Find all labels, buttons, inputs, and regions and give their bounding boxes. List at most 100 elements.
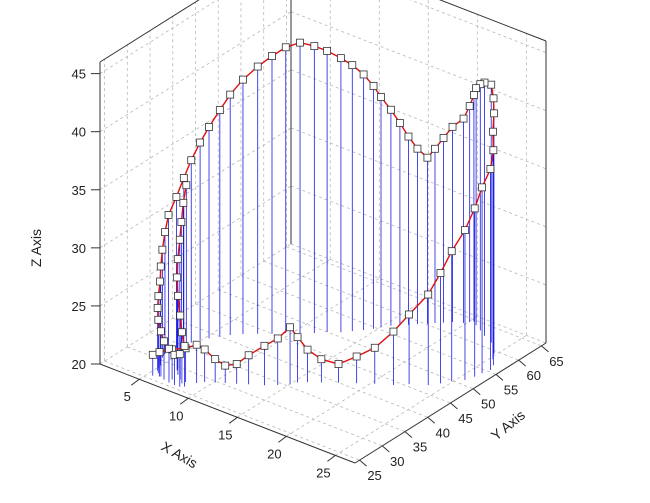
x-tick-label: 25: [316, 465, 330, 480]
data-point: [165, 344, 173, 353]
y-tick: [450, 402, 458, 410]
data-point: [424, 290, 433, 299]
y-tick: [381, 445, 390, 453]
data-point: [260, 341, 269, 350]
data-point: [173, 255, 182, 264]
data-point: [268, 52, 276, 60]
data-point: [310, 42, 319, 51]
back-grid-z: [290, 127, 547, 228]
data-point: [489, 146, 498, 155]
y-tick: [518, 359, 527, 367]
y-tick-label: 65: [549, 354, 563, 369]
data-point: [348, 61, 357, 70]
floor-grid-x: [188, 277, 380, 399]
x-tick: [327, 454, 336, 462]
data-point: [396, 119, 404, 127]
data-point: [156, 262, 165, 271]
data-point: [323, 46, 332, 55]
data-point: [489, 127, 497, 136]
data-point: [172, 192, 181, 201]
data-point: [490, 109, 498, 118]
data-point: [232, 360, 241, 368]
left-grid-z: [99, 0, 218, 74]
y-tick-label: 50: [481, 397, 495, 412]
left-grid-z: [99, 185, 292, 307]
data-point: [161, 228, 169, 237]
x-tick-label: 10: [169, 408, 183, 423]
data-point: [174, 291, 182, 300]
data-point: [476, 80, 485, 89]
floor-grid-x: [335, 335, 527, 456]
y-tick: [495, 374, 504, 381]
data-point: [253, 62, 262, 71]
data-point: [239, 75, 247, 84]
data-point: [359, 70, 368, 79]
data-point: [175, 350, 184, 359]
y-tick-label: 40: [436, 425, 450, 440]
data-point: [431, 144, 439, 153]
data-point: [281, 43, 290, 52]
y-tick: [359, 459, 367, 467]
frame-edge: [99, 363, 356, 464]
y-tick: [472, 388, 481, 396]
data-point: [156, 277, 164, 286]
data-point: [337, 54, 345, 63]
data-point: [154, 315, 163, 324]
y-tick: [427, 416, 436, 424]
data-point: [334, 360, 343, 368]
data-point: [196, 138, 204, 147]
data-point: [439, 134, 448, 142]
data-point: [173, 273, 182, 282]
y-tick: [404, 431, 413, 438]
x-tick-label: 5: [124, 389, 131, 404]
data-point: [211, 355, 220, 364]
floor-grid-x: [237, 296, 429, 418]
data-point: [459, 114, 468, 123]
left-grid-z: [99, 243, 292, 365]
y-tick-label: 45: [458, 411, 472, 426]
data-point: [205, 123, 213, 131]
left-grid-z: [99, 11, 292, 133]
data-point: [164, 211, 173, 219]
floor-grid-x: [139, 258, 331, 380]
y-tick-label: 55: [504, 382, 518, 397]
data-point: [369, 82, 378, 90]
data-point: [177, 218, 186, 226]
data-point: [489, 94, 498, 103]
data-point: [178, 328, 186, 337]
x-tick: [278, 435, 287, 443]
floor-grid-x: [286, 316, 478, 437]
data-point: [423, 153, 432, 162]
data-point: [244, 351, 253, 360]
data-point: [465, 102, 474, 111]
data-point: [176, 311, 185, 320]
data-point: [226, 90, 235, 99]
data-point: [155, 348, 164, 356]
data-point: [192, 340, 201, 349]
data-point: [153, 304, 162, 312]
z-axis-title: Z Axis: [28, 229, 44, 267]
x-tick: [179, 397, 189, 405]
data-point: [215, 106, 224, 114]
data-point: [404, 132, 413, 141]
z-tick-label: 40: [72, 125, 86, 140]
data-point: [472, 84, 480, 93]
z-tick-label: 45: [72, 67, 86, 82]
x-tick-label: 20: [267, 446, 281, 461]
data-point: [187, 156, 196, 165]
drop-lines: [152, 42, 495, 387]
data-point: [180, 342, 189, 350]
y-axis-title: Y Axis: [488, 407, 528, 444]
data-point: [317, 355, 326, 364]
data-point: [293, 333, 302, 342]
x-axis-title: X Axis: [159, 438, 201, 471]
data-point: [352, 352, 361, 361]
data-point: [286, 323, 294, 332]
back-grid-z: [290, 243, 547, 344]
data-markers: [148, 38, 498, 370]
left-grid-z: [99, 69, 292, 191]
data-point: [273, 334, 282, 343]
series-curve: [152, 41, 495, 367]
data-point: [377, 93, 385, 101]
